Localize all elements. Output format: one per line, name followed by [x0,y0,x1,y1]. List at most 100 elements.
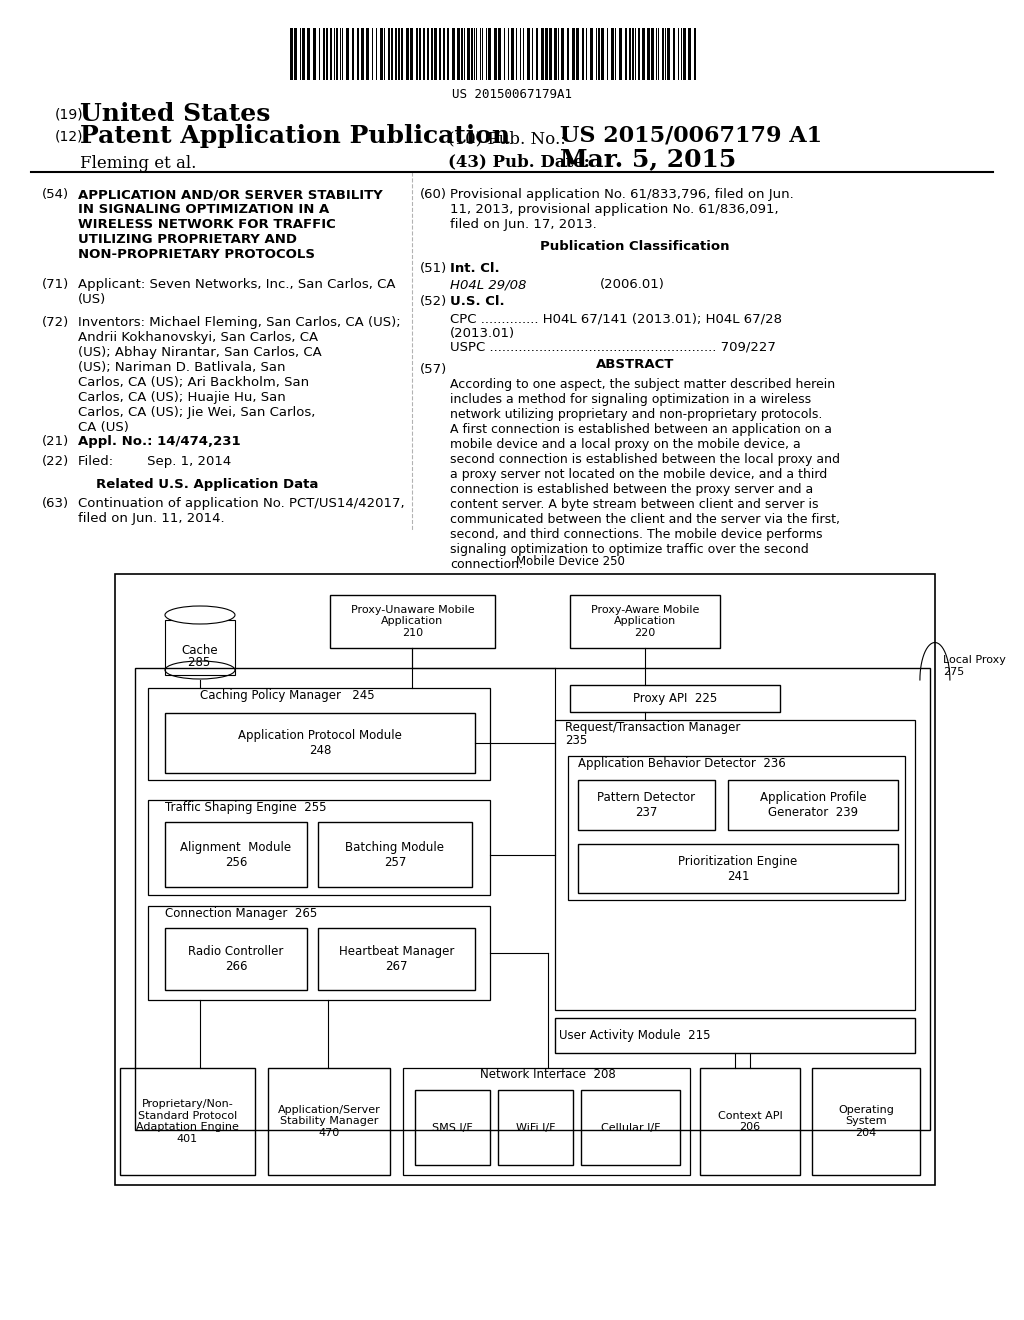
Bar [313,28,316,81]
Bar [728,780,898,830]
Text: Mar. 5, 2015: Mar. 5, 2015 [560,147,736,172]
Bar [419,28,421,81]
Bar [290,28,293,81]
Bar [115,574,935,1185]
Text: (60): (60) [420,187,446,201]
Bar [423,28,425,81]
Bar [148,688,489,780]
Text: Proxy-Unaware Mobile
Application
210: Proxy-Unaware Mobile Application 210 [350,605,474,638]
Bar [555,1018,914,1053]
Bar [323,28,325,81]
Text: Application/Server
Stability Manager
470: Application/Server Stability Manager 470 [278,1105,380,1138]
Bar [443,28,445,81]
Bar [330,28,332,81]
Text: Related U.S. Application Data: Related U.S. Application Data [96,478,318,491]
Text: According to one aspect, the subject matter described herein
includes a method f: According to one aspect, the subject mat… [450,378,840,572]
Bar [570,595,720,648]
Bar [629,28,631,81]
Bar [683,28,686,81]
Bar [416,28,418,81]
Bar [618,28,622,81]
Text: Operating
System
204: Operating System 204 [838,1105,894,1138]
Bar [541,28,544,81]
Bar [511,28,514,81]
Text: Pattern Detector
237: Pattern Detector 237 [597,791,695,818]
Text: 275: 275 [943,667,965,677]
Bar [545,28,548,81]
Text: Application Behavior Detector  236: Application Behavior Detector 236 [578,756,785,770]
Bar [582,28,584,81]
Text: Network Interface  208: Network Interface 208 [480,1068,615,1081]
Text: United States: United States [80,102,270,125]
Bar [165,620,234,675]
Text: APPLICATION AND/OR SERVER STABILITY
IN SIGNALING OPTIMIZATION IN A
WIRELESS NETW: APPLICATION AND/OR SERVER STABILITY IN S… [78,187,383,261]
Bar [667,28,670,81]
Bar [467,28,470,81]
Bar [401,28,403,81]
Text: (71): (71) [42,279,70,290]
Text: (63): (63) [42,498,70,510]
Bar [471,28,473,81]
Text: U.S. Cl.: U.S. Cl. [450,294,505,308]
Bar [439,28,441,81]
Bar [120,1068,255,1175]
Text: Alignment  Module
256: Alignment Module 256 [180,841,292,869]
Bar [165,928,307,990]
Bar [268,1068,390,1175]
Bar [812,1068,920,1175]
Text: Cellular I/F: Cellular I/F [601,1122,660,1133]
Text: Traffic Shaping Engine  255: Traffic Shaping Engine 255 [165,801,327,814]
Text: Mobile Device 250: Mobile Device 250 [515,554,625,568]
Bar [642,28,645,81]
Bar [527,28,530,81]
Bar [302,28,305,81]
Bar [457,28,460,81]
Bar [380,28,383,81]
Bar [694,28,696,81]
Bar [578,780,715,830]
Text: Int. Cl.: Int. Cl. [450,261,500,275]
Bar [406,28,409,81]
Text: Fleming et al.: Fleming et al. [80,154,197,172]
Bar [148,906,489,1001]
Bar [294,28,297,81]
Ellipse shape [165,606,234,624]
Bar [488,28,490,81]
Bar [410,28,413,81]
Text: Continuation of application No. PCT/US14/42017,
filed on Jun. 11, 2014.: Continuation of application No. PCT/US14… [78,498,404,525]
Bar [590,28,593,81]
Text: (54): (54) [42,187,70,201]
Bar [651,28,654,81]
Bar [625,28,627,81]
Bar [346,28,349,81]
Bar [536,28,538,81]
Bar [452,28,455,81]
Text: ̲285: ̲285 [188,656,211,668]
Text: Proprietary/Non-
Standard Protocol
Adaptation Engine
401: Proprietary/Non- Standard Protocol Adapt… [136,1100,239,1144]
Text: Inventors: Michael Fleming, San Carlos, CA (US);
Andrii Kokhanovskyi, San Carlos: Inventors: Michael Fleming, San Carlos, … [78,315,400,434]
Bar [165,822,307,887]
Text: Application Profile
Generator  239: Application Profile Generator 239 [760,791,866,818]
Text: Local Proxy: Local Proxy [943,655,1006,665]
Bar [318,822,472,887]
Bar [415,1090,489,1166]
Text: Publication Classification: Publication Classification [541,240,730,253]
Text: Provisional application No. 61/833,796, filed on Jun.
11, 2013, provisional appl: Provisional application No. 61/833,796, … [450,187,794,231]
Text: US 2015/0067179 A1: US 2015/0067179 A1 [560,124,822,147]
Text: ABSTRACT: ABSTRACT [596,358,674,371]
Bar [601,28,604,81]
Text: Caching Policy Manager   245: Caching Policy Manager 245 [200,689,375,701]
Bar [318,928,475,990]
Text: Proxy API  225: Proxy API 225 [633,692,717,705]
Bar [578,843,898,894]
Text: 235: 235 [565,734,587,747]
Text: Filed:        Sep. 1, 2014: Filed: Sep. 1, 2014 [78,455,231,469]
Bar [498,1090,573,1166]
Bar [336,28,338,81]
Bar [427,28,429,81]
Bar [570,685,780,711]
Bar [326,28,328,81]
Bar [361,28,364,81]
Text: (22): (22) [42,455,70,469]
Text: USPC ....................................................... 709/227: USPC ...................................… [450,341,776,352]
